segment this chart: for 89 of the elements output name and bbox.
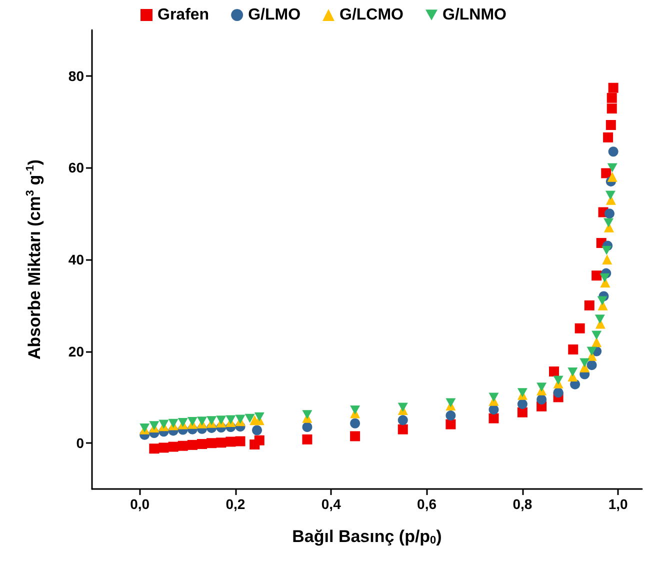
point [574,323,585,334]
point [149,444,160,454]
x-tick-label: 0,4 [321,496,342,512]
point [592,270,602,281]
point [600,273,610,282]
point [216,416,226,425]
point [553,388,564,398]
point [216,438,226,448]
point [350,431,360,442]
point [206,416,217,426]
point [446,398,456,408]
point [584,300,594,310]
point [517,388,528,398]
point [158,442,169,453]
point [398,415,408,426]
point [536,382,547,392]
point [235,436,246,446]
point [605,190,616,200]
point [446,410,456,421]
y-tick-label: 60 [68,160,84,176]
point [206,438,217,448]
point [607,172,618,182]
point [592,330,602,340]
point [187,440,198,450]
point [197,439,207,450]
point [398,402,408,412]
y-tick-label: 20 [68,343,84,360]
point [235,414,246,424]
x-tick-label: 0,6 [417,496,437,512]
point [586,360,597,370]
point [568,344,578,354]
point [608,146,618,157]
point [488,413,499,424]
point [197,416,207,426]
point [517,399,528,410]
point [254,435,264,446]
point [302,422,312,432]
point [607,163,618,172]
point [398,424,408,434]
x-tick-label: 0,2 [226,496,246,512]
point [168,418,178,428]
y-tick-label: 40 [68,252,84,268]
point [580,358,590,368]
x-tick-label: 0,8 [512,496,532,512]
point [602,254,612,264]
point [606,120,616,130]
legend-label: G/LMO [248,6,301,24]
point [178,418,188,427]
point [517,407,528,418]
point [592,337,602,348]
point [350,418,360,428]
point [606,103,617,114]
point [226,436,236,447]
point [586,346,597,356]
legend-label: G/LCMO [340,6,404,24]
point [178,440,188,451]
legend-label: G/LNMO [442,6,507,24]
point [158,420,169,429]
point [603,132,614,142]
point [252,425,262,436]
point [606,92,617,103]
point [254,412,264,422]
point [597,296,608,306]
point [488,404,499,415]
point [568,367,578,376]
point [604,208,614,219]
point [446,419,456,430]
y-axis-title: Absorbe Miktarı (cm3 g-1) [24,159,44,360]
point [226,415,236,424]
y-tick-label: 80 [68,68,84,84]
legend-label: Grafen [158,6,210,24]
point [302,434,312,444]
point [168,442,178,452]
point [549,366,559,376]
point [350,406,360,415]
point [604,218,614,228]
point [302,410,312,420]
point [187,417,198,426]
point [488,392,499,402]
point [602,246,612,255]
x-tick-label: 1,0 [608,496,628,512]
point [536,394,547,404]
point [553,376,564,385]
x-tick-label: 0,0 [130,496,150,512]
point [608,82,618,93]
point [244,414,255,423]
point [594,314,605,324]
point [601,168,612,178]
y-tick-label: 0 [76,435,84,452]
